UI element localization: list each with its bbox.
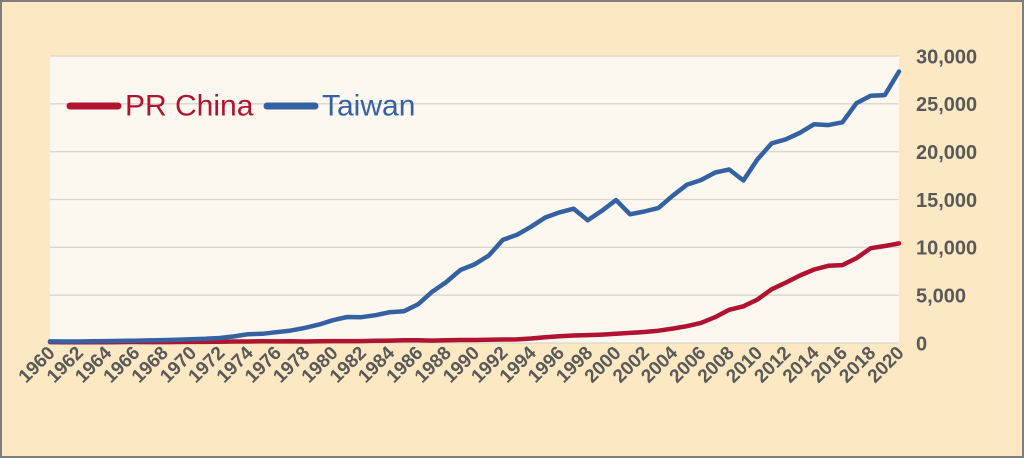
series-line-pr-china bbox=[47, 241, 902, 345]
y-tick-label: 0 bbox=[916, 333, 927, 355]
y-tick-label: 10,000 bbox=[916, 238, 977, 260]
y-tick-label: 5,000 bbox=[916, 285, 966, 307]
legend-label: Taiwan bbox=[322, 90, 415, 123]
series-lines bbox=[47, 69, 902, 345]
x-axis-labels: 1960196219641966196819701972197419761978… bbox=[15, 342, 909, 387]
legend-label: PR China bbox=[125, 90, 254, 123]
y-tick-label: 25,000 bbox=[916, 94, 977, 116]
y-tick-label: 30,000 bbox=[916, 46, 977, 68]
legend: PR China Taiwan bbox=[66, 90, 415, 123]
legend-item-pr-china: PR China bbox=[66, 90, 254, 123]
series-line-taiwan bbox=[47, 69, 902, 344]
y-tick-label: 20,000 bbox=[916, 142, 977, 164]
y-axis-labels: 0 5,000 10,000 15,000 20,000 25,000 30,000 bbox=[916, 46, 977, 355]
legend-item-taiwan: Taiwan bbox=[263, 90, 415, 123]
y-tick-label: 15,000 bbox=[916, 190, 977, 212]
